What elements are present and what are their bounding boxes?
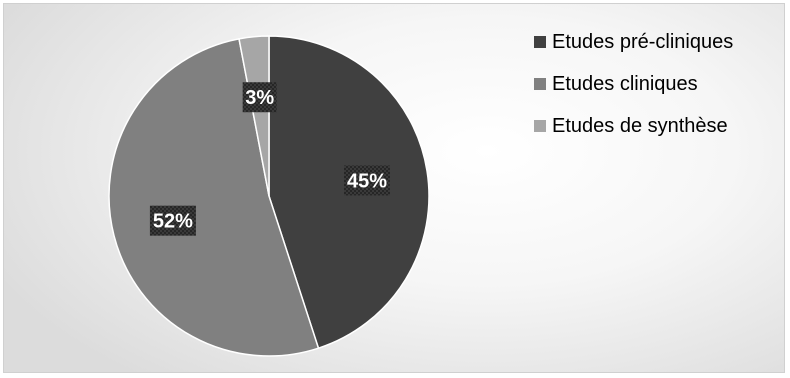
legend-label: Etudes cliniques (552, 73, 698, 95)
legend-item-pre-clinical: Etudes pré-cliniques (534, 32, 784, 52)
legend: Etudes pré-cliniques Etudes cliniques Et… (534, 32, 784, 158)
data-label-box (242, 82, 277, 113)
data-label-clinical: 52% (149, 205, 196, 236)
legend-item-synthesis: Etudes de synthèse (534, 116, 784, 136)
data-label-text: 45% (347, 170, 387, 192)
legend-swatch (534, 120, 546, 132)
data-label-box (149, 205, 196, 236)
legend-item-clinical: Etudes cliniques (534, 74, 784, 94)
pie-chart: 45% 52% 3% (108, 35, 430, 357)
data-label-pre-clinical: 45% (343, 165, 390, 196)
data-label-synthesis: 3% (242, 82, 277, 113)
data-label-text: 52% (153, 211, 193, 233)
legend-label: Etudes de synthèse (552, 115, 728, 137)
data-label-box (343, 165, 390, 196)
legend-swatch (534, 36, 546, 48)
pie-slice-clinical (108, 37, 320, 357)
chart-area: 45% 52% 3% Etudes pré-cliniques Etudes cli… (3, 3, 785, 373)
pie-slice-synthesis (238, 35, 270, 197)
legend-swatch (534, 78, 546, 90)
legend-label: Etudes pré-cliniques (552, 31, 734, 53)
data-label-text: 3% (245, 87, 274, 109)
